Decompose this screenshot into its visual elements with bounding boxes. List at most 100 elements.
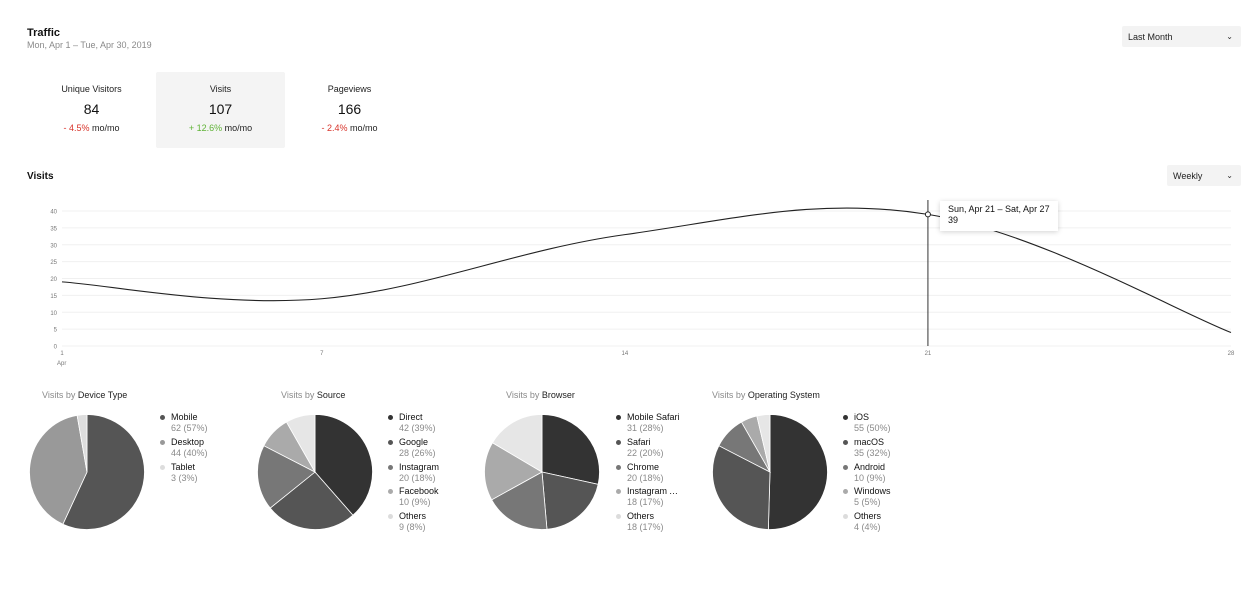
legend-dot-icon — [388, 514, 393, 520]
pie-slice[interactable] — [491, 471, 548, 530]
legend-dot-icon — [388, 489, 393, 495]
legend-item[interactable]: Instagram 20 (18%) — [388, 462, 498, 487]
legend-item[interactable]: macOS 35 (32%) — [843, 437, 953, 462]
legend-dot-icon — [160, 464, 165, 470]
legend-value: 28 (26%) — [399, 447, 436, 458]
pie-chart[interactable] — [712, 414, 828, 530]
pie-legend: Direct 42 (39%) Google 28 (26%) Instagram 20 … — [388, 412, 498, 536]
stat-change-suffix: mo/mo — [92, 123, 120, 133]
interval-select[interactable]: Weekly ⌄ — [1167, 165, 1241, 186]
legend-item[interactable]: iOS 55 (50%) — [843, 412, 953, 437]
pie-legend: iOS 55 (50%) macOS 35 (32%) Android 10 (9%) Wi… — [843, 412, 953, 536]
pie-slice[interactable] — [491, 414, 543, 473]
legend-value: 42 (39%) — [399, 423, 436, 433]
legend-dot-icon — [843, 439, 848, 445]
stat-change-suffix: mo/mo — [350, 123, 378, 133]
pie-slice[interactable] — [541, 414, 600, 485]
legend-name: Mobile Safari — [627, 412, 680, 422]
legend-item[interactable]: Google 28 (26%) — [388, 437, 498, 462]
legend-value: 20 (18%) — [399, 472, 436, 483]
legend-dot-icon — [843, 514, 848, 520]
pie-title-prefix: Visits by — [42, 390, 76, 400]
legend-item[interactable]: Facebook 10 (9%) — [388, 486, 498, 511]
legend-name: Safari — [627, 436, 651, 447]
legend-value: 55 (50%) — [854, 423, 891, 433]
legend-item[interactable]: Others 18 (17%) — [616, 511, 682, 536]
x-tick-label: 14 — [622, 351, 629, 357]
legend-value: 18 (17%) — [627, 522, 664, 533]
stat-change-percent: + 12.6% — [188, 123, 223, 133]
legend-item[interactable]: Instagram App 18 (17%) — [616, 486, 682, 511]
legend-item[interactable]: Safari 22 (20%) — [616, 437, 682, 462]
y-tick-label: 40 — [50, 210, 57, 216]
legend-value: 35 (32%) — [854, 447, 891, 458]
legend-value: 10 (9%) — [399, 497, 431, 508]
page-title: Traffic — [27, 27, 61, 39]
stat-value: 166 — [337, 101, 362, 117]
legend-item[interactable]: Tablet 3 (3%) — [160, 462, 270, 487]
legend-name: Desktop — [171, 436, 205, 447]
x-tick-label: 1 — [60, 351, 64, 357]
legend-item[interactable]: Windows 5 (5%) — [843, 486, 953, 511]
legend-item[interactable]: Others 9 (8%) — [388, 511, 498, 536]
pie-slice[interactable] — [29, 414, 88, 525]
legend-value: 20 (18%) — [627, 472, 664, 483]
interval-select-value: Weekly — [1173, 170, 1203, 181]
legend-item[interactable]: Direct 42 (39%) — [388, 412, 498, 437]
period-select[interactable]: Last Month ⌄ — [1122, 26, 1241, 47]
pie-slice[interactable] — [62, 414, 145, 530]
x-sub-label: Apr — [57, 361, 66, 367]
legend-item[interactable]: Android 10 (9%) — [843, 462, 953, 487]
legend-value: 4 (4%) — [854, 522, 881, 533]
pie-title-topic: Source — [316, 390, 346, 400]
stat-visits[interactable]: Visits 107 + 12.6% mo/mo — [156, 72, 285, 148]
legend-dot-icon — [388, 415, 393, 420]
period-select-value: Last Month — [1128, 31, 1173, 42]
legend-value: 44 (40%) — [171, 447, 208, 458]
chevron-down-icon: ⌄ — [1226, 32, 1233, 41]
pie-slice[interactable] — [314, 414, 373, 516]
pie-chart[interactable] — [29, 414, 145, 530]
pie-slice[interactable] — [767, 414, 828, 530]
stat-label: Visits — [209, 84, 232, 94]
pie-chart[interactable] — [257, 414, 373, 530]
legend-item[interactable]: Desktop 44 (40%) — [160, 437, 270, 462]
stat-unique-visitors[interactable]: Unique Visitors 84 - 4.5% mo/mo — [27, 72, 156, 148]
legend-name: Chrome — [627, 461, 660, 472]
pie-title-prefix: Visits by — [281, 390, 315, 400]
pie-slice[interactable] — [257, 445, 316, 509]
visits-line-chart[interactable]: 0 5 10 15 20 25 30 35 40 1 7 14 21 28 Apr — [0, 195, 1259, 375]
legend-name: Instagram App — [627, 486, 682, 497]
x-tick-label: 7 — [320, 351, 324, 357]
pie-slice[interactable] — [76, 414, 88, 473]
stat-pageviews[interactable]: Pageviews 166 - 2.4% mo/mo — [285, 72, 414, 148]
legend-value: 18 (17%) — [627, 497, 664, 508]
pie-slice[interactable] — [484, 442, 543, 501]
y-tick-label: 30 — [50, 243, 57, 249]
legend-name: Others — [854, 511, 882, 522]
pie-slice[interactable] — [285, 414, 316, 474]
pie-slice[interactable] — [269, 471, 354, 530]
tooltip-range: Sun, Apr 21 – Sat, Apr 27 — [948, 204, 1050, 214]
pie-slice[interactable] — [712, 445, 771, 530]
legend-dot-icon — [616, 464, 621, 470]
pie-chart[interactable] — [484, 414, 600, 530]
legend-item[interactable]: Mobile 62 (57%) — [160, 412, 270, 437]
legend-name: Android — [854, 461, 886, 472]
pie-slice[interactable] — [541, 471, 599, 530]
legend-item[interactable]: Mobile Safari 31 (28%) — [616, 412, 682, 437]
y-tick-label: 15 — [50, 294, 57, 300]
stats-row: Unique Visitors 84 - 4.5% mo/mo Visits 1… — [27, 72, 414, 148]
legend-dot-icon — [616, 489, 621, 495]
legend-value: 9 (8%) — [399, 522, 426, 533]
legend-name: macOS — [854, 436, 885, 447]
legend-item[interactable]: Chrome 20 (18%) — [616, 462, 682, 487]
legend-dot-icon — [160, 439, 165, 445]
pie-slice[interactable] — [756, 414, 771, 473]
legend-value: 5 (5%) — [854, 497, 881, 508]
chevron-down-icon: ⌄ — [1226, 171, 1233, 180]
legend-name: Others — [627, 511, 655, 522]
legend-item[interactable]: Others 4 (4%) — [843, 511, 953, 536]
pie-title-topic: Operating System — [747, 390, 820, 400]
stat-label: Unique Visitors — [61, 84, 122, 94]
